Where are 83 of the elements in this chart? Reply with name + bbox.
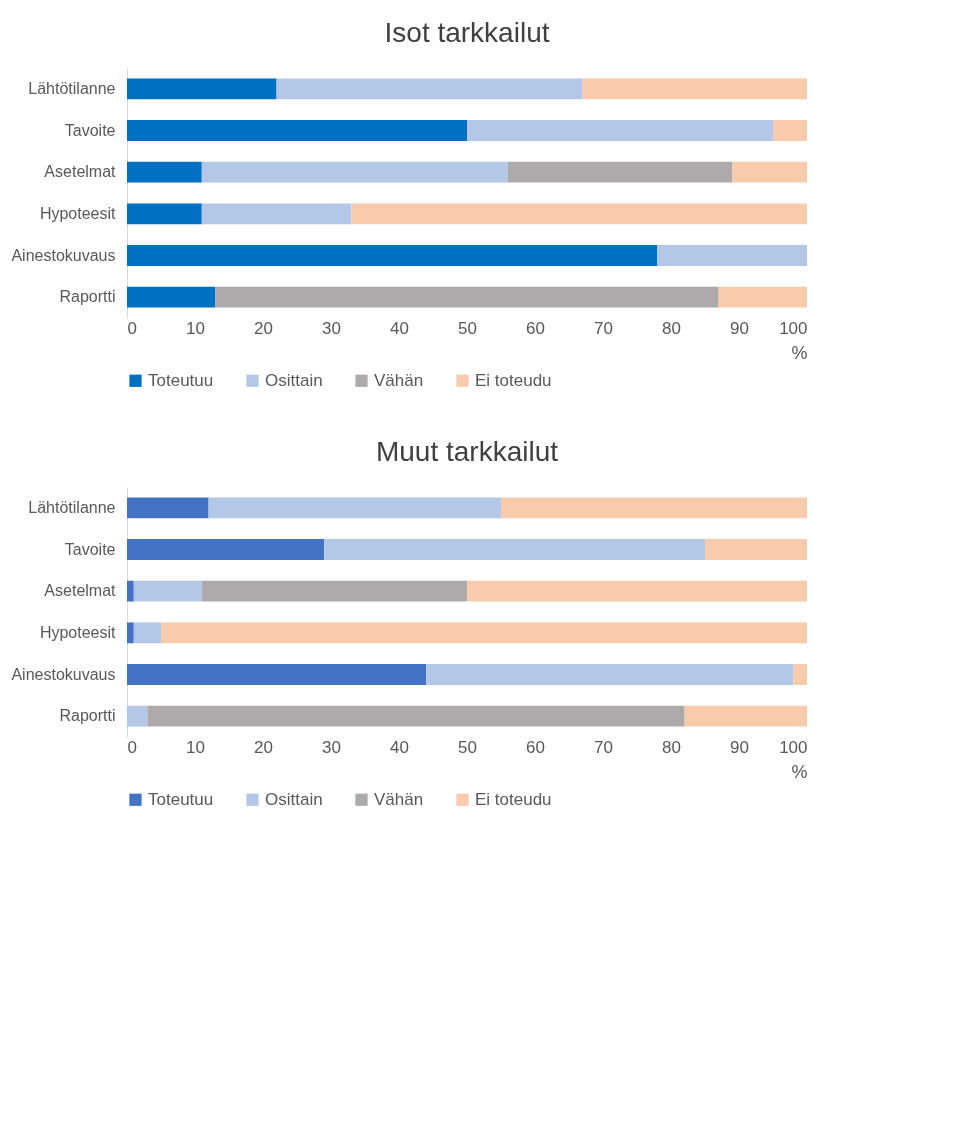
x-tick-label: 50: [458, 318, 477, 338]
bar: [127, 203, 202, 225]
bar: [351, 203, 807, 225]
bar: [732, 161, 807, 183]
bar: [208, 497, 501, 519]
bar: [582, 78, 807, 100]
bar: [501, 497, 807, 519]
x-tick-label: 30: [322, 318, 341, 338]
y-tick-label: Hypoteesit: [39, 623, 117, 641]
x-tick-label: 40: [390, 318, 409, 338]
bar: [201, 203, 352, 225]
x-tick-label: 80: [662, 318, 681, 338]
bar: [127, 497, 209, 519]
legend-label: Toteutuu: [148, 789, 214, 809]
x-tick-label: 20: [254, 737, 273, 757]
legend-label: Ei toteudu: [475, 789, 552, 809]
bar: [215, 286, 719, 308]
y-tick-label: Asetelmat: [44, 163, 117, 181]
bar: [657, 245, 807, 266]
bar: [161, 622, 807, 644]
bar: [467, 580, 807, 602]
y-tick-label: Lähtötilanne: [28, 79, 116, 97]
x-tick-label: 0: [127, 318, 137, 338]
x-tick-label: 70: [594, 737, 613, 757]
bar: [793, 664, 807, 685]
legend-label: Osittain: [265, 789, 323, 809]
x-tick-label: 60: [526, 737, 545, 757]
bar: [127, 539, 325, 560]
bar: [201, 161, 508, 183]
bar: [127, 705, 148, 727]
bar: [426, 664, 794, 685]
bar: [127, 120, 467, 141]
y-tick-label: Raportti: [59, 288, 116, 306]
chart-title: Isot tarkkailut: [384, 17, 550, 48]
x-tick-label: 60: [526, 318, 545, 338]
x-tick-label: 10: [186, 737, 205, 757]
bar: [133, 622, 161, 644]
x-tick-label: 0: [127, 737, 137, 757]
x-tick-label: 80: [662, 737, 681, 757]
legend-label: Toteutuu: [148, 370, 214, 390]
y-tick-label: Tavoite: [64, 540, 116, 558]
y-tick-label: Ainestokuvaus: [11, 246, 116, 264]
x-tick-label: 10: [186, 318, 205, 338]
bar: [127, 161, 202, 183]
legend-label: Vähän: [374, 789, 424, 809]
legend-label: Vähän: [374, 370, 424, 390]
bar: [127, 622, 134, 644]
y-tick-label: Ainestokuvaus: [11, 665, 116, 683]
bar: [127, 245, 658, 266]
bar: [276, 78, 583, 100]
bar: [773, 120, 807, 141]
x-tick-label: 30: [322, 737, 341, 757]
y-tick-label: Hypoteesit: [39, 204, 117, 222]
bar: [705, 539, 807, 560]
x-tick-label: 20: [254, 318, 273, 338]
x-tick-label: 100: [779, 737, 808, 757]
x-tick-label: 90: [730, 737, 749, 757]
bar: [507, 161, 733, 183]
bar: [684, 705, 807, 727]
bar: [133, 580, 202, 602]
bar: [127, 664, 427, 685]
bar: [467, 120, 773, 141]
bar: [127, 286, 216, 308]
bar: [324, 539, 705, 560]
bar: [201, 580, 467, 602]
y-tick-label: Tavoite: [64, 121, 116, 139]
x-axis-title: %: [791, 761, 808, 782]
chart-title: Muut tarkkailut: [375, 436, 559, 467]
legend-label: Osittain: [265, 370, 323, 390]
y-tick-label: Asetelmat: [44, 582, 117, 600]
x-tick-label: 50: [458, 737, 477, 757]
bar: [127, 78, 277, 100]
x-axis-title: %: [791, 342, 808, 363]
y-tick-label: Lähtötilanne: [28, 498, 116, 516]
x-tick-label: 70: [594, 318, 613, 338]
y-tick-label: Raportti: [59, 707, 116, 725]
bar: [127, 580, 134, 602]
legend-label: Ei toteudu: [475, 370, 552, 390]
bar: [718, 286, 807, 308]
x-tick-label: 90: [730, 318, 749, 338]
x-tick-label: 100: [779, 318, 808, 338]
x-tick-label: 40: [390, 737, 409, 757]
bar: [147, 705, 685, 727]
